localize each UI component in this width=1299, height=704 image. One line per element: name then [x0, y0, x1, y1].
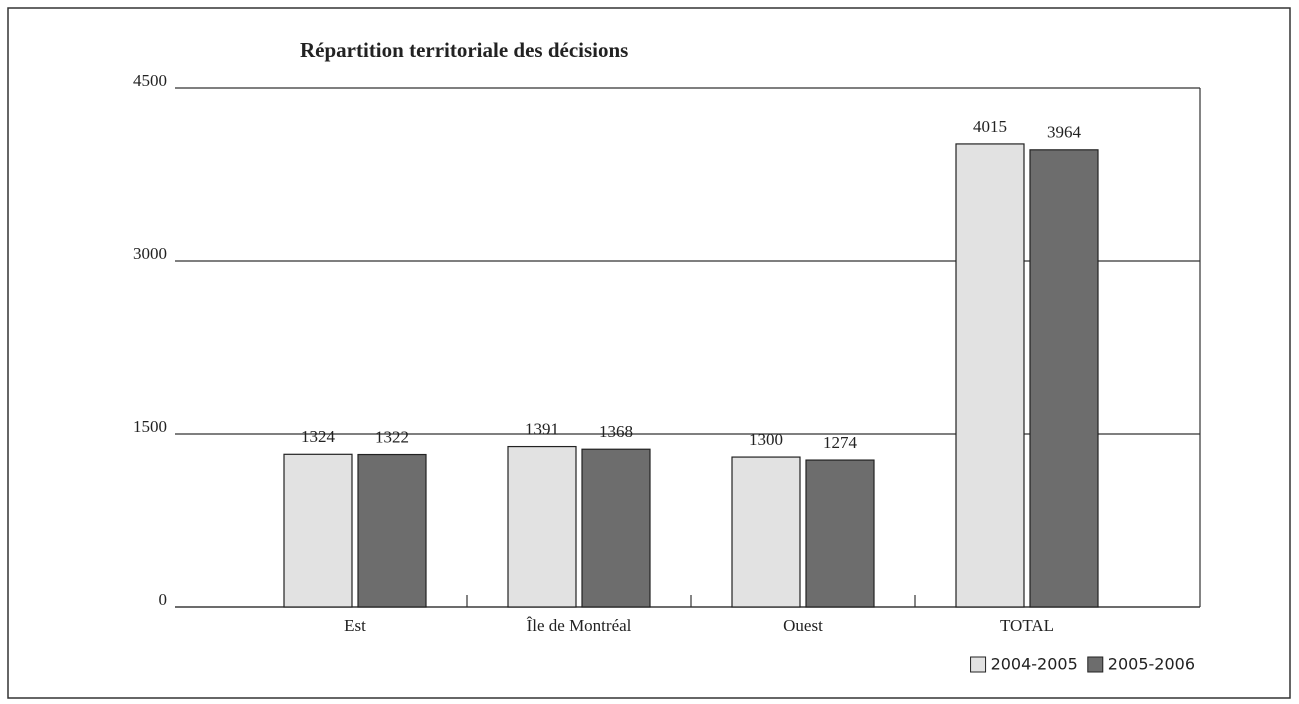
y-tick-label: 4500 [133, 71, 167, 90]
data-label: 1322 [375, 427, 409, 446]
legend-label: 2005-2006 [1108, 655, 1195, 674]
bar [955, 143, 1025, 608]
bar [805, 459, 875, 608]
legend-swatch [1087, 656, 1104, 673]
data-label: 1274 [823, 433, 858, 452]
data-label: 4015 [973, 117, 1007, 136]
x-tick-label: TOTAL [1000, 616, 1054, 635]
legend-label: 2004-2005 [991, 655, 1078, 674]
bar [283, 453, 353, 608]
bar [1029, 149, 1099, 608]
x-tick-label: Île de Montréal [527, 616, 632, 635]
bar [581, 448, 651, 608]
y-tick-label: 1500 [133, 417, 167, 436]
x-tick-label: Ouest [783, 616, 823, 635]
y-tick-label: 0 [159, 590, 168, 609]
x-tick-label: Est [344, 616, 366, 635]
data-label: 1391 [525, 419, 559, 438]
data-label: 1368 [599, 422, 633, 441]
legend-swatch [970, 656, 987, 673]
data-label: 1324 [301, 427, 336, 446]
chart-title: Répartition territoriale des décisions [300, 38, 628, 62]
bar [357, 453, 427, 608]
data-label: 3964 [1047, 123, 1082, 142]
bar [731, 456, 801, 608]
data-label: 1300 [749, 430, 783, 449]
chart-border [7, 7, 1291, 699]
y-tick-label: 3000 [133, 244, 167, 263]
bar [507, 445, 577, 608]
